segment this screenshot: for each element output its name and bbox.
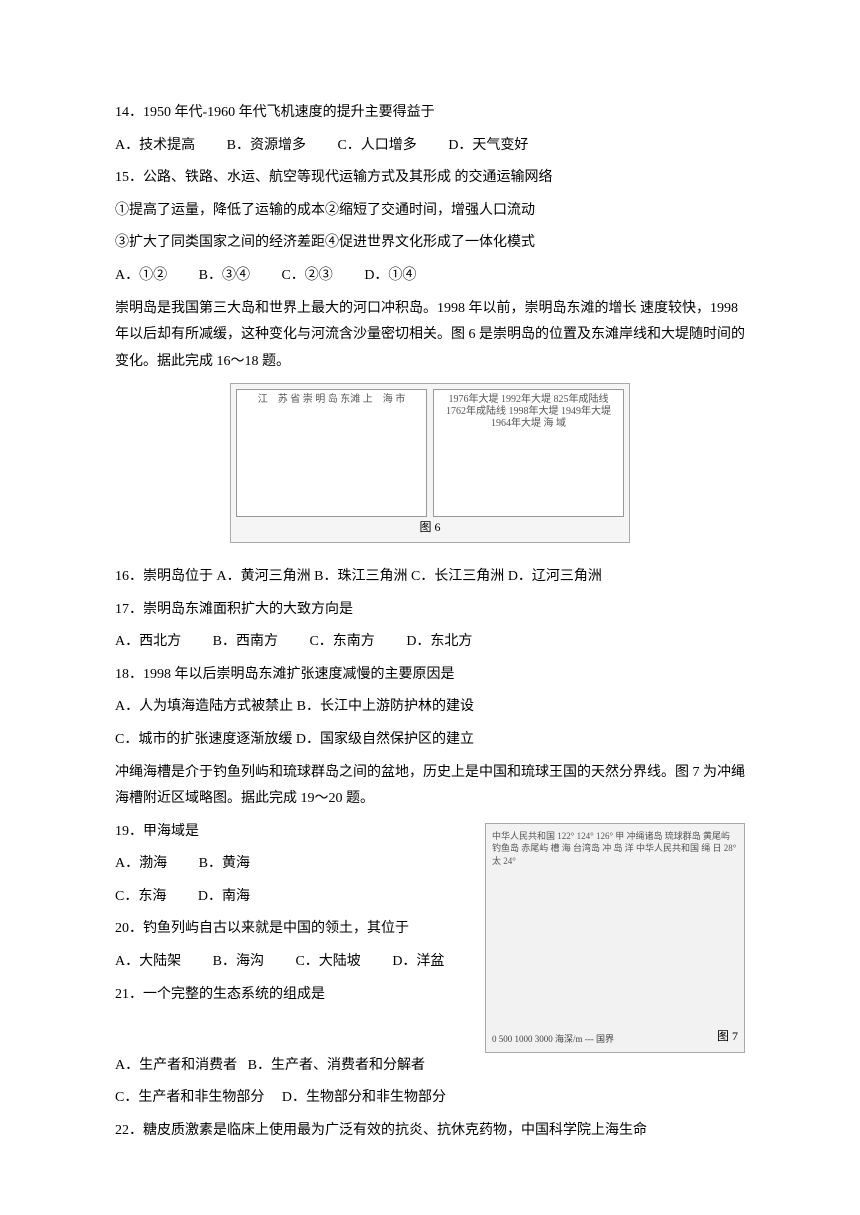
q19-options-2: C．东海 D．南海 (115, 884, 473, 911)
q18-opt-c: C．城市的扩张速度逐渐放缓 (115, 732, 292, 747)
q19-options-1: A．渤海 B．黄海 (115, 851, 473, 878)
q19-text: 19．甲海域是 (115, 819, 473, 846)
q21-opt-d: D．生物部分和非生物部分 (282, 1090, 446, 1105)
q16-opt-b: B．珠江三角洲 (314, 569, 407, 584)
q15-opt-c: C．②③ (281, 263, 332, 290)
q15-opt-b: B．③④ (199, 263, 250, 290)
q18-opt-a: A．人为填海造陆方式被禁止 (115, 699, 293, 714)
q18-opt-b: B．长江中上游防护林的建设 (297, 699, 474, 714)
q22-text: 22．糖皮质激素是临床上使用最为广泛有效的抗炎、抗休克药物，中国科学院上海生命 (115, 1118, 745, 1145)
q19-opt-d: D．南海 (198, 884, 250, 911)
q16: 16．崇明岛位于 A．黄河三角洲 B．珠江三角洲 C．长江三角洲 D．辽河三角洲 (115, 564, 745, 591)
q20-opt-b: B．海沟 (213, 949, 264, 976)
fig7-caption: 图 7 (717, 1025, 738, 1048)
passage-16-18: 崇明岛是我国第三大岛和世界上最大的河口冲积岛。1998 年以前，崇明岛东滩的增长… (115, 296, 745, 376)
q16-opt-a: A．黄河三角洲 (217, 569, 311, 584)
q21-row2: C．生产者和非生物部分 D．生物部分和非生物部分 (115, 1085, 745, 1112)
q16-opt-c: C．长江三角洲 (411, 569, 504, 584)
q17-opt-d: D．东北方 (406, 629, 472, 656)
q15-opt-d: D．①④ (364, 263, 416, 290)
q20-opt-d: D．洋盆 (392, 949, 444, 976)
q21-opt-b: B．生产者、消费者和分解者 (248, 1058, 425, 1073)
q19-opt-b: B．黄海 (199, 851, 250, 878)
passage-19-20: 冲绳海槽是介于钓鱼列屿和琉球群岛之间的盆地，历史上是中国和琉球王国的天然分界线。… (115, 760, 745, 813)
fig7-labels: 中华人民共和国 122° 124° 126° 甲 冲绳诸岛 琉球群岛 黄尾屿 钓… (486, 824, 744, 874)
q17-text: 17．崇明岛东滩面积扩大的大致方向是 (115, 597, 745, 624)
q15-line1: ①提高了运量，降低了运输的成本②缩短了交通时间，增强人口流动 (115, 198, 745, 225)
figure-7: 中华人民共和国 122° 124° 126° 甲 冲绳诸岛 琉球群岛 黄尾屿 钓… (485, 823, 745, 1053)
q20-options: A．大陆架 B．海沟 C．大陆坡 D．洋盆 (115, 949, 473, 976)
fig7-scale: 0 500 1000 3000 海深/m --- 国界 (492, 1031, 614, 1048)
fig6-right-map: 1976年大堤 1992年大堤 825年成陆线 1762年成陆线 1998年大堤… (433, 389, 624, 517)
fig6-left-map: 江 苏 省 崇 明 岛 东滩 上 海 市 (236, 389, 427, 517)
fig6-caption: 图 6 (231, 516, 629, 539)
q17-opt-a: A．西北方 (115, 629, 181, 656)
q21-opt-a: A．生产者和消费者 (115, 1058, 237, 1073)
q16-text: 16．崇明岛位于 (115, 569, 213, 584)
q17-opt-b: B．西南方 (213, 629, 278, 656)
q21-opt-c: C．生产者和非生物部分 (115, 1090, 264, 1105)
q15-line2: ③扩大了同类国家之间的经济差距④促进世界文化形成了一体化模式 (115, 230, 745, 257)
q20-opt-c: C．大陆坡 (295, 949, 360, 976)
q20-text: 20．钓鱼列屿自古以来就是中国的领土，其位于 (115, 916, 473, 943)
q18-row2: C．城市的扩张速度逐渐放缓 D．国家级自然保护区的建立 (115, 727, 745, 754)
q21-text: 21．一个完整的生态系统的组成是 (115, 982, 473, 1009)
q21-row1: A．生产者和消费者 B．生产者、消费者和分解者 (115, 1053, 745, 1080)
q14-options: A．技术提高 B．资源增多 C．人口增多 D．天气变好 (115, 133, 745, 160)
q18-row1: A．人为填海造陆方式被禁止 B．长江中上游防护林的建设 (115, 694, 745, 721)
q15-opt-a: A．①② (115, 263, 167, 290)
q14-text: 14．1950 年代-1960 年代飞机速度的提升主要得益于 (115, 100, 745, 127)
q19-opt-a: A．渤海 (115, 851, 167, 878)
q15-text: 15．公路、铁路、水运、航空等现代运输方式及其形成 的交通运输网络 (115, 165, 745, 192)
q17-opt-c: C．东南方 (309, 629, 374, 656)
q20-opt-a: A．大陆架 (115, 949, 181, 976)
q14-opt-d: D．天气变好 (448, 133, 528, 160)
q14-opt-b: B．资源增多 (227, 133, 306, 160)
q19-opt-c: C．东海 (115, 884, 166, 911)
q17-options: A．西北方 B．西南方 C．东南方 D．东北方 (115, 629, 745, 656)
figure-6: 江 苏 省 崇 明 岛 东滩 上 海 市 1976年大堤 1992年大堤 825… (115, 383, 745, 554)
q15-options: A．①② B．③④ C．②③ D．①④ (115, 263, 745, 290)
q14-opt-c: C．人口增多 (337, 133, 416, 160)
q18-text: 18．1998 年以后崇明岛东滩扩张速度减慢的主要原因是 (115, 662, 745, 689)
q14-opt-a: A．技术提高 (115, 133, 195, 160)
q16-opt-d: D．辽河三角洲 (508, 569, 602, 584)
q18-opt-d: D．国家级自然保护区的建立 (296, 732, 474, 747)
